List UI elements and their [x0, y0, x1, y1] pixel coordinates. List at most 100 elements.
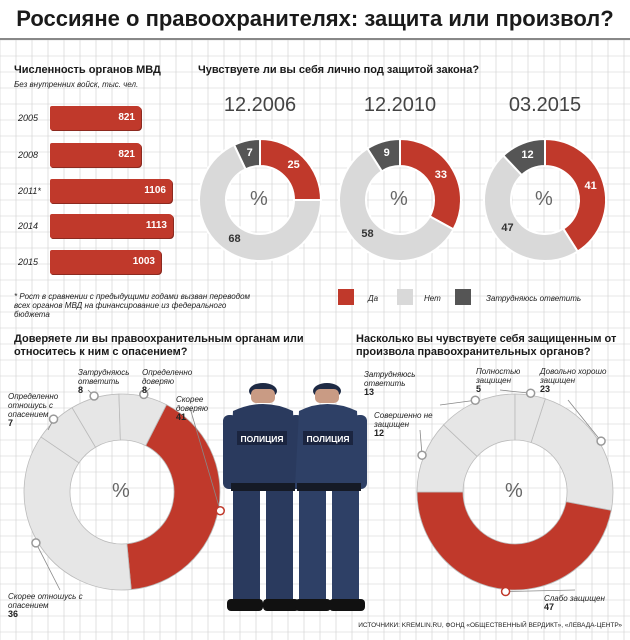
callout-dot-0-4 [139, 389, 149, 400]
bar-chart-title: Численность органов МВД [14, 64, 161, 76]
donut-2-slice-yes [544, 137, 607, 253]
big-donut-0-label-value-1: 36 [8, 609, 19, 619]
callout-line-1-1 [505, 589, 576, 592]
donut-2-center: % [535, 188, 553, 210]
big-donut-0-label-value-3: 8 [78, 385, 84, 395]
callout-dot-0-3 [89, 391, 99, 401]
big-donut-1-label-value-2: 12 [374, 428, 385, 438]
period-label-1: 12.2010 [363, 94, 437, 116]
legend-swatch-no [397, 289, 413, 305]
callout-line-0-1 [35, 542, 61, 591]
safety-question: Насколько вы чувствуете себя защищенным … [356, 333, 617, 358]
bar-category-1: 2008 [18, 150, 39, 160]
protection-question: Чувствуете ли вы себя лично под защитой … [198, 64, 480, 76]
big-donut-0-label-1: Скорее отношусь с опасением 36 [8, 592, 118, 619]
donut-0-value-yes: 25 [287, 159, 300, 172]
bar-value-3: 1113 [145, 220, 167, 231]
bar-0: 821 [50, 106, 141, 130]
donut-1-value-no: 58 [361, 227, 374, 240]
bar-category-2: 2011* [18, 186, 41, 196]
big-donut-0-label-text-4: Определенно доверяю [142, 368, 193, 386]
big-donut-1-label-text-0: Довольно хорошо защищен [540, 367, 607, 385]
big-donut-0-label-text-2: Определенно отношусь с опасением [8, 392, 59, 419]
callout-dot-1-2 [417, 450, 427, 460]
legend-swatch-unsure [455, 289, 471, 305]
bar-1: 821 [50, 143, 141, 167]
police-patch-right: ПОЛИЦИЯ [306, 434, 349, 444]
big-donut-1-label-value-4: 5 [476, 384, 482, 394]
donut-0-value-no: 68 [228, 233, 241, 246]
callout-dot-1-1 [500, 586, 511, 597]
donut-1-slice-yes [399, 137, 462, 231]
callout-dot-1-3 [470, 395, 481, 405]
big-donut-1-center: % [505, 480, 523, 502]
big-donut-1-label-text-3: Затрудняюсь ответить [364, 370, 416, 388]
callout-dot-0-0 [215, 505, 225, 516]
big-donut-1-slice-1 [416, 491, 612, 591]
bar-value-2: 1106 [144, 185, 166, 196]
big-donut-1-label-value-1: 47 [544, 602, 555, 612]
donut-2-value-unsure: 12 [521, 148, 534, 161]
big-donut-0-label-3: Затрудняюсь ответить 8 [78, 368, 148, 395]
bar-4: 1003 [50, 250, 161, 274]
bar-category-3: 2014 [18, 221, 39, 231]
big-donut-1-label-1: Слабо защищен 47 [544, 594, 624, 612]
donut-1-slice-no [338, 147, 455, 262]
trust-question: Доверяете ли вы правоохранительным орган… [14, 333, 304, 358]
source-note: ИСТОЧНИКИ: KREMLIN.RU, ФОНД «ОБЩЕСТВЕННЫ… [358, 622, 622, 629]
legend-yes: Да [368, 294, 379, 303]
bar-value-1: 821 [118, 149, 135, 160]
big-donut-0-label-text-3: Затрудняюсь ответить [78, 368, 130, 386]
police-officer-left: ПОЛИЦИЯ [223, 383, 303, 611]
donut-0-value-unsure: 7 [246, 146, 253, 159]
callout-dot-0-1 [31, 538, 41, 548]
big-donut-1-label-text-4: Полностью защищен [476, 367, 521, 385]
big-donut-0-center: % [112, 480, 130, 502]
callout-line-1-4 [499, 389, 531, 394]
big-donut-1-label-3: Затрудняюсь ответить 13 [364, 370, 444, 397]
big-donut-0-slice-4 [118, 393, 168, 447]
big-donut-0-label-value-2: 7 [8, 418, 14, 428]
big-donut-0-label-2: Определенно отношусь с опасением 7 [8, 392, 78, 428]
big-donut-1-slice-0 [530, 398, 614, 511]
big-donut-1-label-value-0: 23 [540, 384, 551, 394]
legend-no: Нет [424, 294, 441, 303]
big-donut-0-label-text-1: Скорее отношусь с опасением [8, 592, 83, 610]
callout-line-0-0 [189, 407, 221, 511]
big-donut-1-label-value-3: 13 [364, 387, 375, 397]
bar-chart-footnote: * Рост в сравнении с предыдущими годами … [14, 292, 250, 319]
big-donut-0-slice-0 [126, 404, 221, 591]
big-donut-0-slice-1 [23, 436, 132, 591]
police-officer-right: ПОЛИЦИЯ [295, 383, 367, 611]
big-donut-1-label-2: Совершенно не защищен 12 [374, 411, 449, 438]
bar-3: 1113 [50, 214, 173, 238]
callout-dot-1-4 [525, 388, 536, 398]
donut-2-value-yes: 41 [584, 179, 597, 192]
police-patch-left: ПОЛИЦИЯ [240, 434, 283, 444]
bar-chart-subtitle: Без внутренних войск, тыс. чел. [14, 80, 139, 89]
big-donut-0-label-4: Определенно доверяю 8 [142, 368, 222, 395]
big-donut-0-label-value-0: 41 [176, 412, 187, 422]
bar-2: 1106 [50, 179, 172, 203]
big-donut-0-label-0: Скорее доверяю 41 [176, 395, 236, 422]
callout-line-1-3 [439, 399, 476, 406]
callout-dot-0-2 [48, 414, 59, 424]
donut-1-center: % [390, 188, 408, 210]
callout-dot-1-0 [596, 436, 606, 446]
bar-category-4: 2015 [18, 257, 39, 267]
bar-value-4: 1003 [132, 256, 155, 267]
big-donut-1-slice-4 [514, 393, 546, 444]
period-label-2: 03.2015 [508, 94, 582, 116]
big-donut-1-label-text-2: Совершенно не защищен [374, 411, 433, 429]
big-donut-0-label-text-0: Скорее доверяю [176, 395, 208, 413]
period-label-0: 12.2006 [223, 94, 297, 116]
callout-line-1-0 [567, 399, 602, 442]
donut-2-value-no: 47 [501, 222, 514, 235]
big-donut-1-label-text-1: Слабо защищен [544, 594, 605, 603]
donut-2-slice-no [483, 154, 580, 262]
big-donut-1-label-4: Полностью защищен 5 [476, 367, 531, 394]
donut-1-value-unsure: 9 [383, 147, 390, 160]
